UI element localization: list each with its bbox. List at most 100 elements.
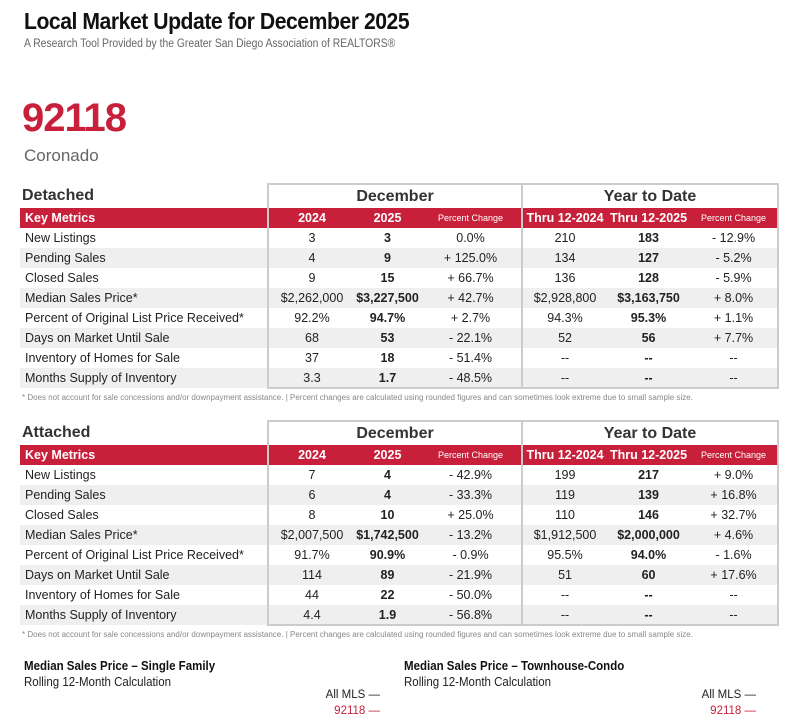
percent-change-ytd: - 5.2% bbox=[690, 248, 780, 268]
value-ytd-2025: -- bbox=[607, 368, 691, 389]
metric-label: Inventory of Homes for Sale bbox=[25, 588, 180, 602]
table-row: Months Supply of Inventory 3.3 1.7- 48.5% -… bbox=[20, 368, 780, 389]
value-2024: 9 bbox=[267, 268, 355, 288]
percent-change-ytd: + 7.7% bbox=[690, 328, 780, 348]
table-row: Closed Sales 9 15 + 66.7% 136 128 - 5.9% bbox=[20, 268, 780, 288]
value-ytd-2025: 56 bbox=[607, 328, 691, 348]
value-ytd-2025: 128 bbox=[638, 271, 659, 285]
percent-change-ytd: -- bbox=[690, 368, 780, 389]
percent-change: - 56.8% bbox=[420, 605, 523, 626]
metric-label: Days on Market Until Sale bbox=[20, 328, 268, 348]
percent-change-ytd: -- bbox=[690, 585, 780, 605]
metric-label: Closed Sales bbox=[25, 271, 99, 285]
value-ytd-2024: -- bbox=[521, 368, 608, 389]
value-2024: 4.4 bbox=[267, 605, 355, 626]
metric-label: New Listings bbox=[25, 231, 96, 245]
value-ytd-2024: -- bbox=[521, 585, 608, 605]
value-2025: 18 bbox=[380, 351, 395, 365]
table-row: Pending Sales 4 9 + 125.0% 134 127- 5.2% bbox=[20, 248, 780, 268]
metric-label: Percent of Original List Price Received* bbox=[25, 311, 244, 325]
value-ytd-2024: 210 bbox=[521, 228, 608, 248]
value-ytd-2024: 110 bbox=[521, 505, 608, 525]
table-row: Months Supply of Inventory 4.4 1.9- 56.8% -… bbox=[20, 605, 780, 626]
table-row: New Listings 7 4 - 42.9% 199 217 + 9.0% bbox=[20, 465, 780, 485]
value-2024: 37 bbox=[267, 348, 355, 368]
value-2025: 15 bbox=[380, 271, 395, 285]
key-metrics-header: Key Metrics bbox=[20, 445, 268, 465]
value-ytd-2025: -- bbox=[607, 605, 691, 626]
value-2024: $2,262,000 bbox=[267, 288, 355, 308]
col-percent-change-ytd: Percent Change bbox=[690, 208, 780, 228]
value-2025: 94.7% bbox=[369, 311, 406, 325]
percent-change-ytd: - 1.6% bbox=[690, 545, 780, 565]
percent-change-ytd: + 9.0% bbox=[690, 465, 780, 485]
value-2024: 6 bbox=[267, 485, 355, 505]
value-2025: 3 bbox=[384, 231, 391, 245]
percent-change-ytd: -- bbox=[690, 348, 780, 368]
percent-change: - 51.4% bbox=[448, 351, 493, 365]
metric-label: Closed Sales bbox=[25, 508, 99, 522]
percent-change: - 0.9% bbox=[452, 548, 489, 562]
col-percent-change-ytd: Percent Change bbox=[690, 445, 780, 465]
percent-change: - 13.2% bbox=[420, 525, 523, 545]
legend-zip: 92118 — bbox=[334, 705, 380, 717]
value-2024: 3.3 bbox=[267, 368, 355, 389]
value-2024: 114 bbox=[267, 565, 355, 585]
value-2024: 8 bbox=[267, 505, 355, 525]
value-2025: 22 bbox=[380, 588, 395, 602]
value-ytd-2024: 136 bbox=[521, 268, 608, 288]
table-row: Inventory of Homes for Sale 37 18 - 51.4% --… bbox=[20, 348, 780, 368]
value-2024: 91.7% bbox=[267, 545, 355, 565]
col-percent-change: Percent Change bbox=[420, 208, 523, 228]
chart-subtitle-single-family: Rolling 12-Month Calculation bbox=[24, 675, 172, 689]
percent-change: + 2.7% bbox=[450, 311, 491, 325]
value-2025: 10 bbox=[380, 508, 395, 522]
percent-change-ytd: - 5.9% bbox=[690, 268, 780, 288]
value-2025: $1,742,500 bbox=[355, 525, 420, 545]
col-thru-2025: Thru 12-2025 bbox=[607, 445, 691, 465]
value-2025: 53 bbox=[355, 328, 420, 348]
table-row: Median Sales Price* $2,007,500 $1,742,500-… bbox=[20, 525, 780, 545]
value-ytd-2024: -- bbox=[521, 605, 608, 626]
metrics-table: Attached December Year to Date Key Metrics 2… bbox=[20, 420, 780, 626]
col-percent-change: Percent Change bbox=[420, 445, 523, 465]
value-2025: 90.9% bbox=[369, 548, 406, 562]
december-header: December bbox=[266, 183, 524, 208]
metric-label: Months Supply of Inventory bbox=[20, 605, 268, 625]
col-2024: 2024 bbox=[267, 208, 355, 228]
value-2025: 9 bbox=[355, 248, 420, 268]
value-2024: 4 bbox=[267, 248, 355, 268]
percent-change: + 66.7% bbox=[447, 271, 494, 285]
value-ytd-2025: 94.0% bbox=[630, 548, 667, 562]
value-ytd-2025: 127 bbox=[607, 248, 691, 268]
col-2025: 2025 bbox=[355, 208, 420, 228]
legend-all-mls: All MLS — bbox=[325, 689, 380, 701]
percent-change-ytd: -- bbox=[690, 605, 780, 626]
col-2025: 2025 bbox=[355, 445, 420, 465]
value-ytd-2024: 95.5% bbox=[521, 545, 608, 565]
value-ytd-2024: 51 bbox=[521, 565, 608, 585]
value-2024: $2,007,500 bbox=[267, 525, 355, 545]
chart-title-townhouse-condo: Median Sales Price – Townhouse-Condo bbox=[404, 659, 625, 673]
value-ytd-2025: $2,000,000 bbox=[607, 525, 691, 545]
value-ytd-2025: 217 bbox=[638, 468, 659, 482]
percent-change: - 22.1% bbox=[420, 328, 523, 348]
value-ytd-2024: 199 bbox=[521, 465, 608, 485]
percent-change: + 42.7% bbox=[420, 288, 523, 308]
value-2025: $3,227,500 bbox=[355, 288, 420, 308]
percent-change: - 33.3% bbox=[420, 485, 523, 505]
key-metrics-header: Key Metrics bbox=[20, 208, 268, 228]
metric-label: Median Sales Price* bbox=[20, 288, 268, 308]
percent-change-ytd: + 32.7% bbox=[690, 505, 780, 525]
metrics-table: Detached December Year to Date Key Metrics 2… bbox=[20, 183, 780, 389]
col-2024: 2024 bbox=[267, 445, 355, 465]
detached-section: Detached December Year to Date Key Metrics 2… bbox=[20, 183, 780, 402]
metric-label: Pending Sales bbox=[20, 248, 268, 268]
value-ytd-2025: 146 bbox=[638, 508, 659, 522]
percent-change: - 48.5% bbox=[420, 368, 523, 389]
zip-code: 92118 bbox=[22, 96, 127, 140]
value-ytd-2024: 134 bbox=[521, 248, 608, 268]
value-ytd-2025: $3,163,750 bbox=[607, 288, 691, 308]
value-2025: 1.7 bbox=[355, 368, 420, 389]
table-row: Days on Market Until Sale 68 53- 22.1% 52 56… bbox=[20, 328, 780, 348]
